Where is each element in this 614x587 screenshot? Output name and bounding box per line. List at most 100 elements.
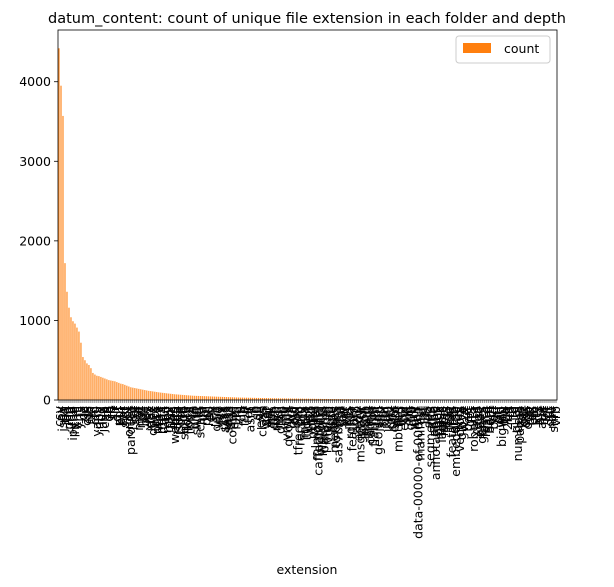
x-tick-label: scala <box>193 406 208 438</box>
x-tick-label: img <box>277 406 292 430</box>
x-tick-label: for <box>241 405 256 423</box>
bar <box>311 398 314 400</box>
x-tick-label: pb <box>302 406 317 422</box>
x-tick-label: ini <box>135 406 150 421</box>
x-tick-label: cfg <box>87 406 102 425</box>
x-tick-label: genes <box>474 406 489 444</box>
x-tick-label: webm <box>167 406 182 444</box>
x-tick-label: pkl <box>83 406 98 425</box>
bar <box>200 396 202 400</box>
x-tick-label: params <box>316 406 331 453</box>
x-tick-label: vdi <box>283 406 298 425</box>
x-tick-label: jsonl <box>171 406 186 436</box>
x-tick-label: lock <box>181 405 196 431</box>
x-tick-label: nim <box>229 406 244 430</box>
bar <box>262 398 264 400</box>
y-tick-label: 3000 <box>19 154 51 169</box>
bar <box>210 396 212 400</box>
x-tick-label: tags <box>438 406 453 433</box>
bar <box>317 398 320 400</box>
bar <box>309 398 312 400</box>
bar <box>321 398 324 400</box>
bar <box>154 391 156 400</box>
bar <box>146 390 148 400</box>
x-tick-label: caffemodel <box>310 406 325 476</box>
x-tick-label: tflite <box>306 406 321 435</box>
x-tick-label: emb <box>446 406 461 434</box>
x-tick-label: glove <box>454 406 469 440</box>
x-tick-label: kt <box>191 406 206 418</box>
x-tick-label: bat <box>137 406 152 427</box>
bar <box>142 389 144 400</box>
x-tick-label: xlnet <box>468 406 483 437</box>
bar <box>325 398 328 400</box>
x-tick-label: swift <box>189 406 204 435</box>
bar <box>68 307 70 400</box>
x-tick-label: scss <box>217 406 232 432</box>
x-tick-label: yaml <box>89 406 104 437</box>
x-tick-label: shx <box>374 406 389 428</box>
x-tick-label: lua <box>195 406 210 425</box>
x-tick-label: gpt <box>462 406 477 427</box>
bar <box>94 374 96 400</box>
x-tick-label: grb <box>404 406 419 427</box>
x-tick-label: ovf <box>287 405 302 425</box>
x-tick-label: png <box>61 406 76 430</box>
x-tick-label: c <box>85 406 100 413</box>
x-tick-label: geo <box>470 406 485 429</box>
x-tick-label: rpm <box>269 406 284 431</box>
x-tick-label: annotations <box>428 406 443 480</box>
bar <box>284 398 286 400</box>
x-tick-label: py <box>53 405 68 421</box>
x-tick-label: r <box>107 405 122 411</box>
x-tick-label: php <box>187 406 202 430</box>
x-tick-label: jl <box>235 406 250 414</box>
bar <box>295 398 298 400</box>
x-tick-label: merges <box>326 406 341 453</box>
x-tick-label: class <box>255 406 270 437</box>
bar <box>96 375 98 400</box>
x-tick-label: ubj <box>368 406 383 425</box>
x-tick-label: cbor <box>354 405 369 433</box>
x-tick-label: txt <box>57 406 72 423</box>
x-tick-label: tif <box>129 405 144 418</box>
x-tick-label: s <box>245 406 260 413</box>
x-tick-label: vec <box>450 406 465 428</box>
x-tick-label: snm <box>546 406 561 433</box>
x-tick-label: mlmodel <box>308 406 323 461</box>
x-tick-label: bst <box>532 406 547 425</box>
x-tick-label: labels <box>434 406 449 443</box>
bar <box>120 383 122 400</box>
x-tick-label: weights <box>314 406 329 455</box>
x-tick-label: ckpt <box>300 406 315 433</box>
x-tick-label: mkv <box>161 405 176 432</box>
bar <box>270 398 272 400</box>
x-tick-label: grib <box>402 406 417 431</box>
x-tick-label: xml <box>69 406 84 429</box>
bar <box>339 399 341 400</box>
x-tick-label: feat <box>442 406 457 431</box>
x-tick-label: geojson <box>370 406 385 455</box>
bar <box>192 395 194 400</box>
bar <box>62 115 64 400</box>
bar <box>126 385 128 400</box>
x-tick-label: rdata <box>342 406 357 439</box>
x-tick-label: ods <box>518 406 533 428</box>
bar <box>156 392 158 400</box>
bar <box>315 398 318 400</box>
x-tick-label: fasta <box>476 406 491 437</box>
x-tick-label: kmz <box>382 406 397 432</box>
bar <box>224 396 226 400</box>
x-tick-label: nc <box>400 406 415 421</box>
x-tick-label: less <box>219 406 234 430</box>
bar <box>226 397 228 400</box>
x-tick-label: prj <box>378 406 393 423</box>
x-tick-label: orc <box>346 406 361 426</box>
x-axis-label: extension <box>277 562 338 577</box>
bar <box>246 397 248 400</box>
bar <box>331 399 333 400</box>
legend-box <box>455 35 551 64</box>
x-tick-label: ppt <box>147 406 162 427</box>
x-tick-label: ecw <box>396 406 411 431</box>
